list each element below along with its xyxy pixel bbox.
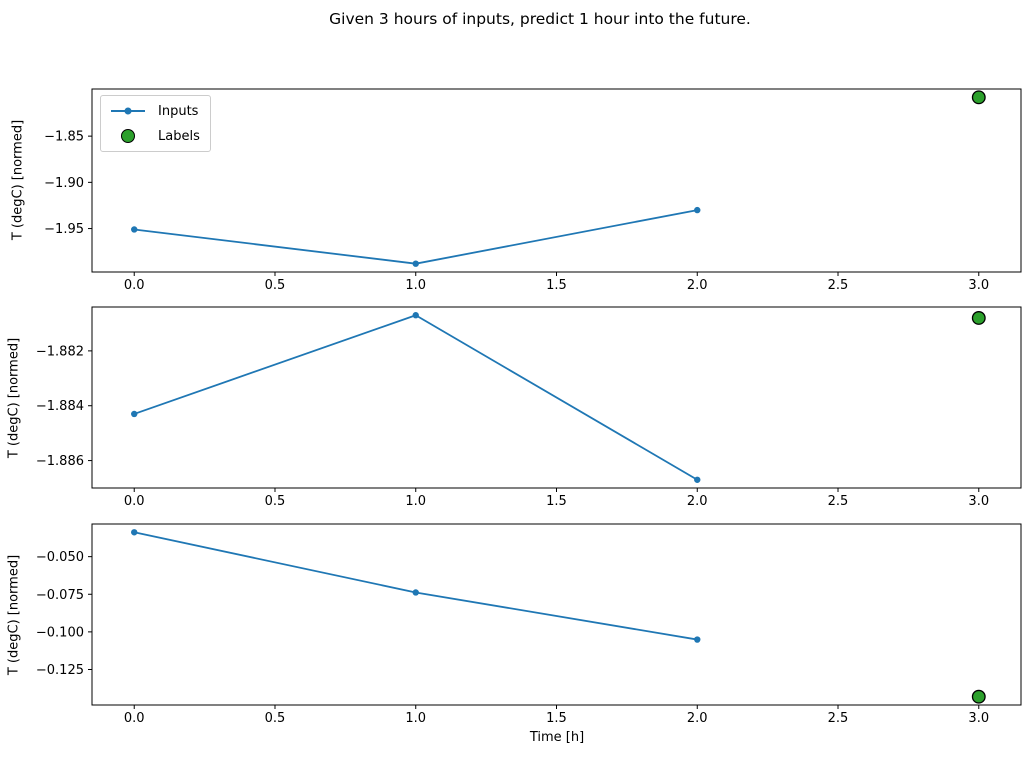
- x-tick-label-2: 2.0: [687, 494, 708, 509]
- x-tick-label-1: 0.5: [265, 278, 286, 293]
- inputs-marker-3: [694, 636, 701, 643]
- figure-title: Given 3 hours of inputs, predict 1 hour …: [329, 10, 751, 28]
- axes-frame-1: [91, 88, 1022, 273]
- y-tick-label-1: −1.95: [44, 222, 84, 237]
- x-tick-label-1: 0.0: [124, 278, 145, 293]
- x-tick-label-3: 1.5: [546, 711, 567, 726]
- labels-marker-1: [971, 90, 986, 105]
- x-tick-label-1: 2.0: [687, 278, 708, 293]
- y-tick-label-3: −0.075: [36, 588, 84, 603]
- inputs-line-icon: [108, 102, 148, 120]
- legend: Inputs Labels: [100, 95, 211, 152]
- x-tick-label-3: 3.0: [968, 711, 989, 726]
- y-tick-label-2: −1.884: [36, 399, 84, 414]
- legend-label-inputs: Inputs: [158, 103, 199, 119]
- y-axis-label-3: T (degC) [normed]: [6, 554, 22, 676]
- inputs-marker-2: [412, 312, 419, 319]
- x-axis-label: Time [h]: [529, 730, 585, 745]
- labels-marker-3: [971, 689, 986, 704]
- y-axis-label-2: T (degC) [normed]: [6, 337, 22, 459]
- y-tick-label-3: −0.100: [36, 625, 84, 640]
- x-tick-label-2: 0.0: [124, 494, 145, 509]
- y-tick-label-1: −1.85: [44, 130, 84, 145]
- y-tick-label-2: −1.886: [36, 454, 84, 469]
- inputs-marker-2: [694, 476, 701, 483]
- x-tick-label-3: 0.0: [124, 711, 145, 726]
- x-tick-label-3: 1.0: [405, 711, 426, 726]
- x-tick-label-2: 2.5: [828, 494, 849, 509]
- x-tick-label-1: 3.0: [968, 278, 989, 293]
- inputs-line-2: [133, 314, 698, 481]
- x-tick-label-1: 2.5: [828, 278, 849, 293]
- x-tick-label-3: 2.0: [687, 711, 708, 726]
- x-tick-label-3: 0.5: [265, 711, 286, 726]
- x-tick-label-3: 2.5: [828, 711, 849, 726]
- inputs-marker-2: [131, 410, 138, 418]
- subplot-2: 0.0 0.5 1.0 1.5 2.0 2.5 3.0 −1.882 −1.884 −1.886: [36, 306, 1022, 509]
- y-tick-label-1: −1.90: [44, 176, 84, 191]
- legend-inputs-dot: [124, 107, 132, 115]
- inputs-marker-1: [694, 206, 701, 214]
- labels-marker-2: [971, 311, 986, 325]
- x-tick-label-2: 1.5: [546, 494, 567, 509]
- inputs-line-3: [134, 531, 698, 641]
- y-axis-label-1: T (degC) [normed]: [10, 119, 26, 241]
- x-tick-label-2: 0.5: [265, 494, 286, 509]
- subplot-1: 0.0 0.5 1.0 1.5 2.0 2.5 3.0 −1.85 −1.90 −1.95: [44, 88, 1022, 293]
- inputs-marker-1: [131, 226, 138, 233]
- subplot-3: 0.0 0.5 1.0 1.5 2.0 2.5 3.0 −0.050 −0.075 −0.100 −…: [36, 523, 1022, 726]
- legend-labels-circle: [121, 129, 135, 143]
- inputs-line-1: [134, 209, 698, 265]
- x-tick-label-1: 1.5: [546, 278, 567, 293]
- x-tick-label-2: 3.0: [968, 494, 989, 509]
- legend-label-labels: Labels: [158, 128, 200, 144]
- legend-inputs-line: [111, 107, 145, 115]
- x-tick-label-1: 1.0: [405, 278, 426, 293]
- y-tick-label-2: −1.882: [36, 344, 84, 359]
- y-tick-label-3: −0.050: [36, 550, 84, 565]
- inputs-marker-3: [131, 529, 138, 536]
- legend-item-inputs: Inputs: [108, 102, 200, 120]
- legend-item-labels: Labels: [108, 127, 200, 145]
- axes-frame-3: [91, 523, 1022, 706]
- inputs-marker-1: [412, 260, 419, 267]
- labels-circle-icon: [108, 127, 148, 145]
- y-tick-label-3: −0.125: [36, 663, 84, 678]
- x-tick-label-2: 1.0: [405, 494, 426, 509]
- inputs-marker-3: [412, 589, 419, 596]
